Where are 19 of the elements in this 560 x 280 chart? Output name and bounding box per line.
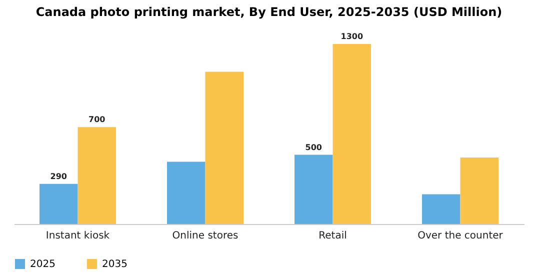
legend-label: 2025 [30,259,56,270]
x-tick-label: Over the counter [418,230,504,242]
bar [40,184,78,224]
data-label: 1300 [340,32,364,41]
chart-title: Canada photo printing market, By End User, 2025-2035 (USD Million) [36,5,502,19]
data-label: 290 [50,172,68,181]
legend-label: 2035 [102,259,128,270]
data-label: 700 [88,115,106,124]
bar [78,127,116,224]
bar [167,162,206,224]
x-tick-label: Instant kiosk [46,230,110,242]
data-label: 500 [305,142,322,152]
bar [332,44,371,224]
bar [422,194,460,224]
x-tick-label: Online stores [172,230,238,242]
bar [460,158,498,224]
x-tick-label: Retail [318,230,347,242]
bar [294,154,333,224]
bar [205,72,244,224]
